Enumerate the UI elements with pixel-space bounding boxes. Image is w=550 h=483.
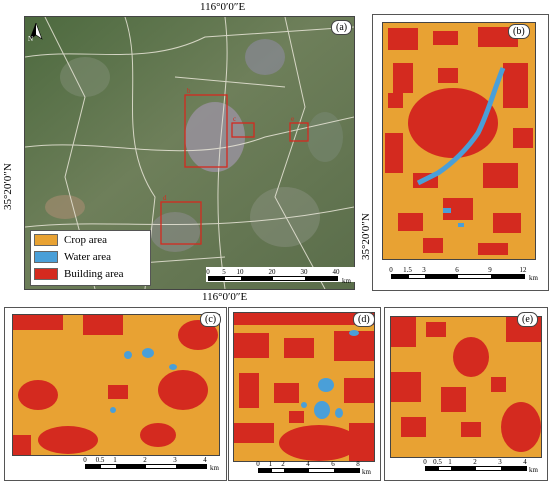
scalebar-a: 0 5 10 20 30 40 km [206, 267, 355, 285]
panel-e-landcover-map [390, 316, 542, 458]
svg-text:e: e [291, 115, 294, 123]
panel-b-label: (b) [508, 24, 530, 39]
region-e-outline [289, 122, 309, 142]
scale-tick: 0 [206, 268, 210, 276]
scale-unit: km [342, 277, 351, 285]
latitude-label-b: 35°20′0″N [360, 213, 372, 260]
scale-tick: 4 [306, 460, 310, 468]
scale-tick: 8 [356, 460, 360, 468]
scale-tick: 40 [332, 268, 340, 276]
svg-text:c: c [233, 115, 236, 123]
scalebar-b: 0 1.5 3 6 9 12 km [389, 266, 541, 282]
scale-tick: 3 [498, 458, 502, 466]
scale-tick: 6 [455, 266, 459, 274]
legend-label-building: Building area [64, 268, 124, 280]
scale-tick: 10 [236, 268, 244, 276]
scale-tick: 20 [268, 268, 276, 276]
svg-text:b: b [187, 87, 191, 95]
scale-unit: km [529, 274, 538, 282]
scale-tick: 9 [488, 266, 492, 274]
scale-tick: 1 [448, 458, 452, 466]
legend: Crop area Water area Building area [30, 230, 151, 286]
latitude-label-a: 35°20′0″N [2, 163, 14, 210]
crop-swatch [34, 234, 58, 246]
panel-c-label: (c) [200, 312, 222, 327]
scale-tick: 12 [519, 266, 527, 274]
legend-label-crop: Crop area [64, 234, 108, 246]
scale-tick: 6 [331, 460, 335, 468]
scale-tick: 3 [173, 456, 177, 464]
legend-label-water: Water area [64, 251, 112, 263]
scale-tick: 1 [113, 456, 117, 464]
scale-tick: 0 [256, 460, 260, 468]
water-swatch [34, 251, 58, 263]
scale-unit: km [529, 466, 538, 474]
scale-tick: 2 [281, 460, 285, 468]
scale-tick: 0 [423, 458, 427, 466]
panel-e-label: (e) [517, 312, 539, 327]
scale-tick: 0 [389, 266, 393, 274]
scalebar-d: 0 1 2 4 6 8 km [256, 460, 380, 476]
scale-tick: 0.5 [95, 456, 105, 464]
scale-tick: 4 [523, 458, 527, 466]
longitude-label-bottom: 116°0′0″E [202, 291, 248, 303]
scale-tick: 0 [83, 456, 87, 464]
panel-d-landcover-map [233, 312, 375, 462]
scale-tick: 30 [300, 268, 308, 276]
panel-a-label: (a) [331, 20, 353, 35]
panel-b-landcover-map [382, 22, 536, 260]
scale-tick: 2 [473, 458, 477, 466]
region-c-outline [231, 122, 255, 138]
building-swatch [34, 268, 58, 280]
scale-unit: km [362, 468, 371, 476]
scale-tick: 0.5 [433, 458, 442, 466]
north-arrow-icon [29, 22, 43, 48]
north-letter: N [28, 35, 34, 43]
scale-tick: 5 [222, 268, 226, 276]
longitude-label-top: 116°0′0″E [200, 1, 246, 13]
scale-tick: 2 [143, 456, 147, 464]
legend-item-water: Water area [34, 249, 150, 265]
scale-tick: 4 [203, 456, 207, 464]
scalebar-e: 0 0.5 1 2 3 4 km [423, 458, 547, 474]
region-d-outline [160, 201, 202, 245]
legend-item-building: Building area [34, 266, 150, 282]
scale-tick: 1 [268, 460, 273, 468]
region-b-outline [184, 94, 228, 168]
panel-d-label: (d) [353, 312, 375, 327]
legend-item-crop: Crop area [34, 232, 150, 248]
svg-text:d: d [163, 194, 167, 202]
scale-tick: 1.5 [403, 266, 412, 274]
panel-c-landcover-map [12, 314, 220, 456]
scalebar-c: 0 0.5 1 2 3 4 km [83, 456, 225, 472]
scale-tick: 3 [422, 266, 426, 274]
scale-unit: km [210, 464, 219, 472]
